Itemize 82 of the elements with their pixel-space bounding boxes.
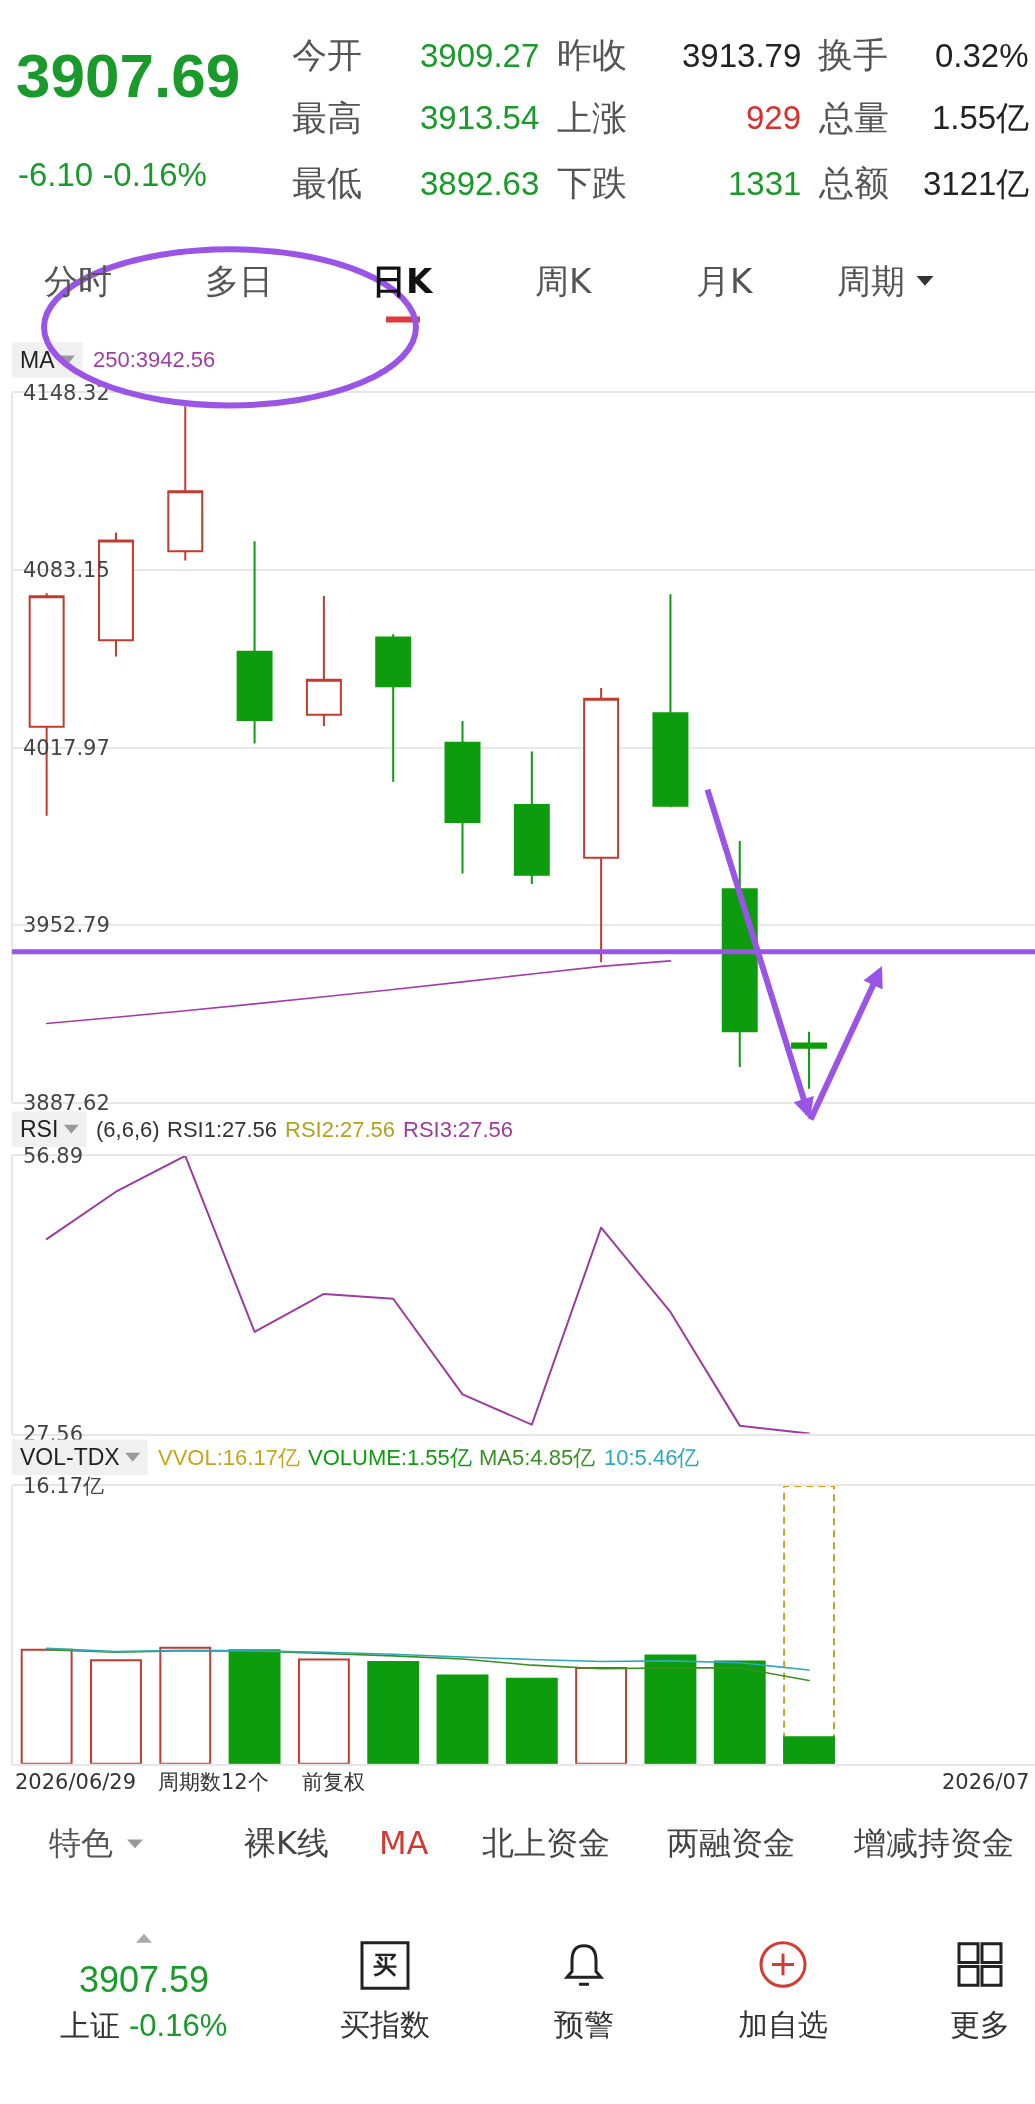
text: 买指数	[340, 2007, 430, 2042]
text: 月K	[696, 261, 754, 301]
text: 1.55亿	[932, 99, 1030, 136]
text: 929	[746, 99, 802, 136]
text: 3121亿	[923, 165, 1030, 202]
text: 更多	[950, 2007, 1010, 2042]
bar	[20, 1648, 73, 1764]
y-tick-label: 16.17亿	[22, 1474, 105, 1499]
bar	[297, 1658, 350, 1764]
text: 特色	[49, 1824, 113, 1862]
text: 周期	[837, 261, 905, 301]
candlestick	[652, 593, 689, 809]
text: RSI3:27.56	[403, 1117, 514, 1142]
text: 2026/07	[942, 1770, 1030, 1794]
y-tick-label: 4148.32	[22, 380, 110, 405]
text: 1331	[728, 165, 802, 202]
text: 今开	[292, 35, 362, 75]
text: 周K	[535, 261, 593, 301]
text: 最高	[292, 98, 362, 138]
text: 3913.54	[420, 99, 540, 136]
text: 10:5.46亿	[604, 1445, 700, 1470]
bar	[436, 1674, 489, 1764]
candlestick	[305, 595, 342, 727]
text: -0.16%	[129, 2008, 228, 2043]
text: 3907.59	[79, 1959, 210, 2000]
bar	[159, 1646, 212, 1764]
text: 上证	[60, 2008, 120, 2043]
y-tick-label: 3887.62	[22, 1090, 110, 1115]
legend-title: (6,6,6)	[96, 1117, 160, 1142]
candlestick	[444, 720, 481, 875]
text: 换手	[818, 35, 888, 75]
candlestick	[375, 633, 412, 783]
text: VOLUME:1.55亿	[308, 1445, 472, 1470]
bar	[367, 1661, 420, 1764]
text: 前复权	[302, 1770, 365, 1794]
candlestick	[791, 1030, 828, 1090]
chart-title: RSI	[20, 1116, 59, 1142]
bar	[505, 1677, 558, 1764]
candlestick	[583, 687, 620, 964]
text: 3909.27	[420, 37, 540, 74]
line-series	[45, 960, 672, 1025]
bar	[575, 1667, 628, 1764]
candlestick	[513, 750, 550, 886]
text: -6.10 -0.16%	[18, 156, 207, 193]
y-tick-label: 3952.79	[22, 913, 110, 938]
text: 3907.69	[16, 41, 241, 110]
candlestick	[236, 540, 273, 745]
text: 总量	[818, 98, 889, 138]
text: 多日	[205, 261, 273, 301]
text: 买	[373, 1951, 397, 1979]
text: 昨收	[557, 35, 627, 75]
legend-label: RSI1:27.56	[167, 1117, 278, 1142]
bar	[713, 1660, 766, 1764]
text: 3892.63	[420, 165, 540, 202]
text: 北上资金	[482, 1824, 610, 1862]
text: 周期数12个	[158, 1770, 269, 1794]
chart-title: VOL-TDX	[20, 1444, 120, 1470]
candlestick	[721, 840, 758, 1069]
chart-title: MA	[20, 347, 56, 373]
text: 总额	[818, 163, 889, 203]
text: 最低	[292, 163, 362, 203]
text: 增减持资金	[853, 1824, 1014, 1862]
legend-label: RSI2:27.56	[285, 1117, 396, 1142]
text: 0.32%	[935, 37, 1029, 74]
text: 加自选	[738, 2007, 828, 2042]
text: 上涨	[557, 98, 627, 138]
bar	[783, 1736, 835, 1764]
text: 2026/06/29	[15, 1770, 137, 1794]
text: 两融资金	[667, 1824, 795, 1862]
text: MA5:4.85亿	[479, 1445, 596, 1470]
text: 预警	[554, 2007, 614, 2042]
bar	[90, 1659, 142, 1764]
text: 250:3942.56	[93, 347, 216, 372]
text: 3913.79	[682, 37, 802, 74]
text: 裸K线	[244, 1824, 329, 1862]
text: 下跌	[557, 163, 627, 203]
candlestick	[167, 405, 204, 562]
text: MA	[379, 1824, 429, 1862]
bar	[228, 1649, 281, 1764]
text: VVOL:16.17亿	[158, 1445, 300, 1470]
bar	[644, 1654, 697, 1764]
y-tick-label: 56.89	[22, 1144, 84, 1169]
